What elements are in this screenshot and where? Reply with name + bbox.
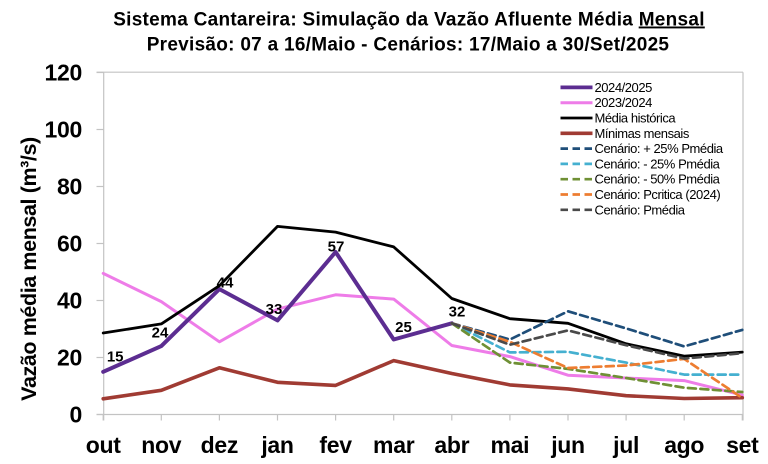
svg-text:mar: mar	[373, 432, 415, 458]
svg-text:2023/2024: 2023/2024	[595, 95, 653, 110]
svg-text:0: 0	[70, 402, 83, 428]
svg-text:40: 40	[57, 288, 82, 314]
svg-text:Previsão: 07 a 16/Maio - Cenár: Previsão: 07 a 16/Maio - Cenários: 17/Ma…	[147, 35, 670, 56]
svg-text:Cenário: + 25% Pmédia: Cenário: + 25% Pmédia	[595, 141, 724, 156]
svg-text:jan: jan	[260, 432, 293, 458]
svg-text:20: 20	[57, 345, 82, 371]
svg-text:Cenário: - 25% Pmédia: Cenário: - 25% Pmédia	[595, 156, 721, 171]
svg-text:32: 32	[449, 303, 466, 320]
svg-text:nov: nov	[141, 432, 181, 458]
svg-text:Vazão média mensal (m³/s): Vazão média mensal (m³/s)	[17, 137, 41, 401]
svg-text:jul: jul	[612, 432, 639, 458]
svg-text:57: 57	[328, 238, 345, 255]
svg-text:33: 33	[266, 301, 283, 318]
svg-text:Cenário: Pmédia: Cenário: Pmédia	[595, 202, 686, 217]
svg-text:15: 15	[107, 349, 124, 366]
svg-text:mai: mai	[491, 432, 530, 458]
svg-text:ago: ago	[664, 432, 704, 458]
svg-text:100: 100	[45, 117, 82, 143]
svg-text:60: 60	[57, 231, 82, 257]
svg-text:Cenário: Pcritica (2024): Cenário: Pcritica (2024)	[595, 187, 721, 202]
svg-text:out: out	[86, 432, 121, 458]
svg-text:25: 25	[395, 319, 412, 336]
svg-text:jun: jun	[550, 432, 585, 458]
svg-text:80: 80	[57, 174, 82, 200]
svg-text:fev: fev	[319, 432, 352, 458]
svg-text:dez: dez	[201, 432, 238, 458]
svg-text:2024/2025: 2024/2025	[595, 80, 653, 95]
svg-text:44: 44	[217, 274, 234, 291]
svg-text:120: 120	[45, 60, 82, 86]
svg-text:Mínimas mensais: Mínimas mensais	[595, 126, 690, 141]
svg-text:Sistema Cantareira: Simulação: Sistema Cantareira: Simulação da Vazão A…	[113, 10, 705, 31]
svg-text:set: set	[726, 432, 759, 458]
svg-text:abr: abr	[434, 432, 469, 458]
svg-text:Média histórica: Média histórica	[595, 111, 677, 126]
svg-text:24: 24	[152, 325, 169, 342]
svg-text:Cenário: - 50% Pmédia: Cenário: - 50% Pmédia	[595, 172, 721, 187]
